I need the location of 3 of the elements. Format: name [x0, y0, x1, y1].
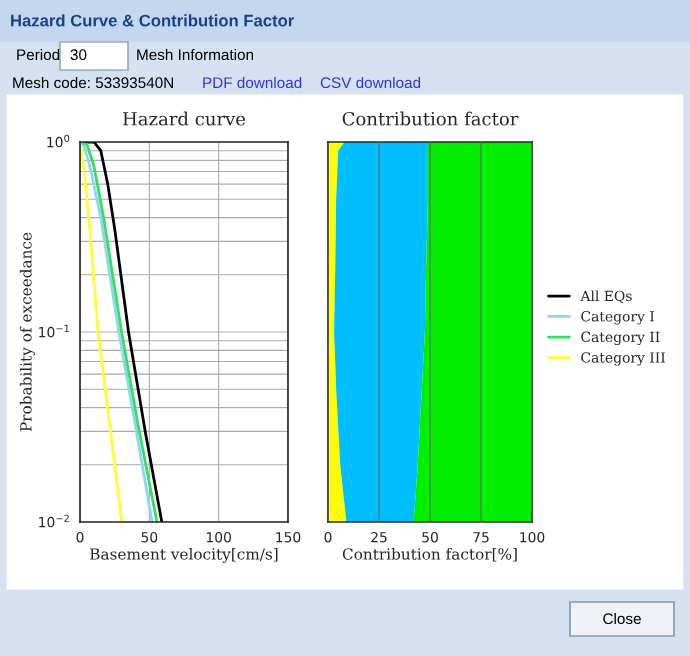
- text: Hazard Curve & Contribution Factor: [11, 14, 295, 27]
- chart-title: Contribution factor: [342, 111, 519, 126]
- chart-title: Hazard curve: [123, 111, 246, 126]
